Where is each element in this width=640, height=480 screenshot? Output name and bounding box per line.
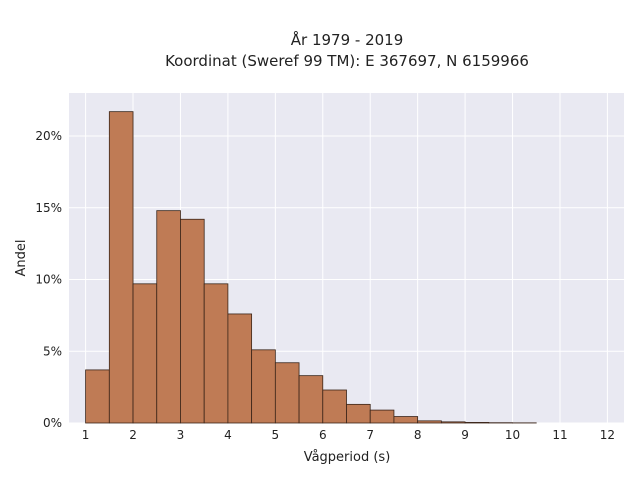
x-axis-ticks: 1 2 3 4 5 6 7 8 9 10 11 12: [82, 428, 615, 442]
histogram-bar: [180, 218, 205, 424]
x-tick-label: 3: [177, 428, 185, 442]
histogram-bar: [132, 283, 158, 424]
histogram-bar: [440, 421, 466, 424]
histogram-bar: [464, 422, 490, 424]
chart-title-line1: År 1979 - 2019: [291, 30, 404, 49]
x-tick-label: 8: [414, 428, 422, 442]
x-tick-label: 6: [319, 428, 327, 442]
y-tick-label: 5%: [43, 344, 62, 358]
y-tick-label: 15%: [35, 201, 62, 215]
y-axis-label: Andel: [14, 240, 29, 277]
histogram-bar: [85, 369, 110, 424]
x-tick-label: 7: [366, 428, 374, 442]
bars: [85, 111, 537, 424]
histogram-bar: [251, 349, 276, 424]
x-tick-label: 2: [129, 428, 137, 442]
histogram-bar: [393, 416, 419, 424]
x-tick-label: 5: [272, 428, 280, 442]
chart-title-line2: Koordinat (Sweref 99 TM): E 367697, N 61…: [165, 52, 529, 70]
y-tick-label: 10%: [35, 273, 62, 287]
histogram-bar: [322, 389, 347, 424]
histogram-bar: [346, 403, 371, 424]
x-tick-label: 10: [505, 428, 520, 442]
x-axis-label: Vågperiod (s): [304, 450, 391, 465]
histogram-bar: [274, 362, 300, 424]
histogram-bar: [298, 375, 324, 424]
y-tick-label: 20%: [35, 129, 62, 143]
histogram-bar: [203, 283, 229, 424]
y-tick-label: 0%: [43, 416, 62, 430]
histogram-bar: [227, 313, 253, 424]
y-axis-ticks: 0% 5% 10% 15% 20%: [35, 129, 62, 430]
histogram-bar: [156, 210, 181, 424]
histogram-bar: [369, 409, 395, 424]
x-tick-label: 11: [552, 428, 567, 442]
histogram-bar: [417, 420, 442, 424]
histogram-bar: [108, 111, 134, 424]
grid-lines: [69, 93, 624, 424]
x-tick-label: 1: [82, 428, 90, 442]
x-tick-label: 9: [461, 428, 469, 442]
x-tick-label: 12: [600, 428, 615, 442]
x-tick-label: 4: [224, 428, 232, 442]
